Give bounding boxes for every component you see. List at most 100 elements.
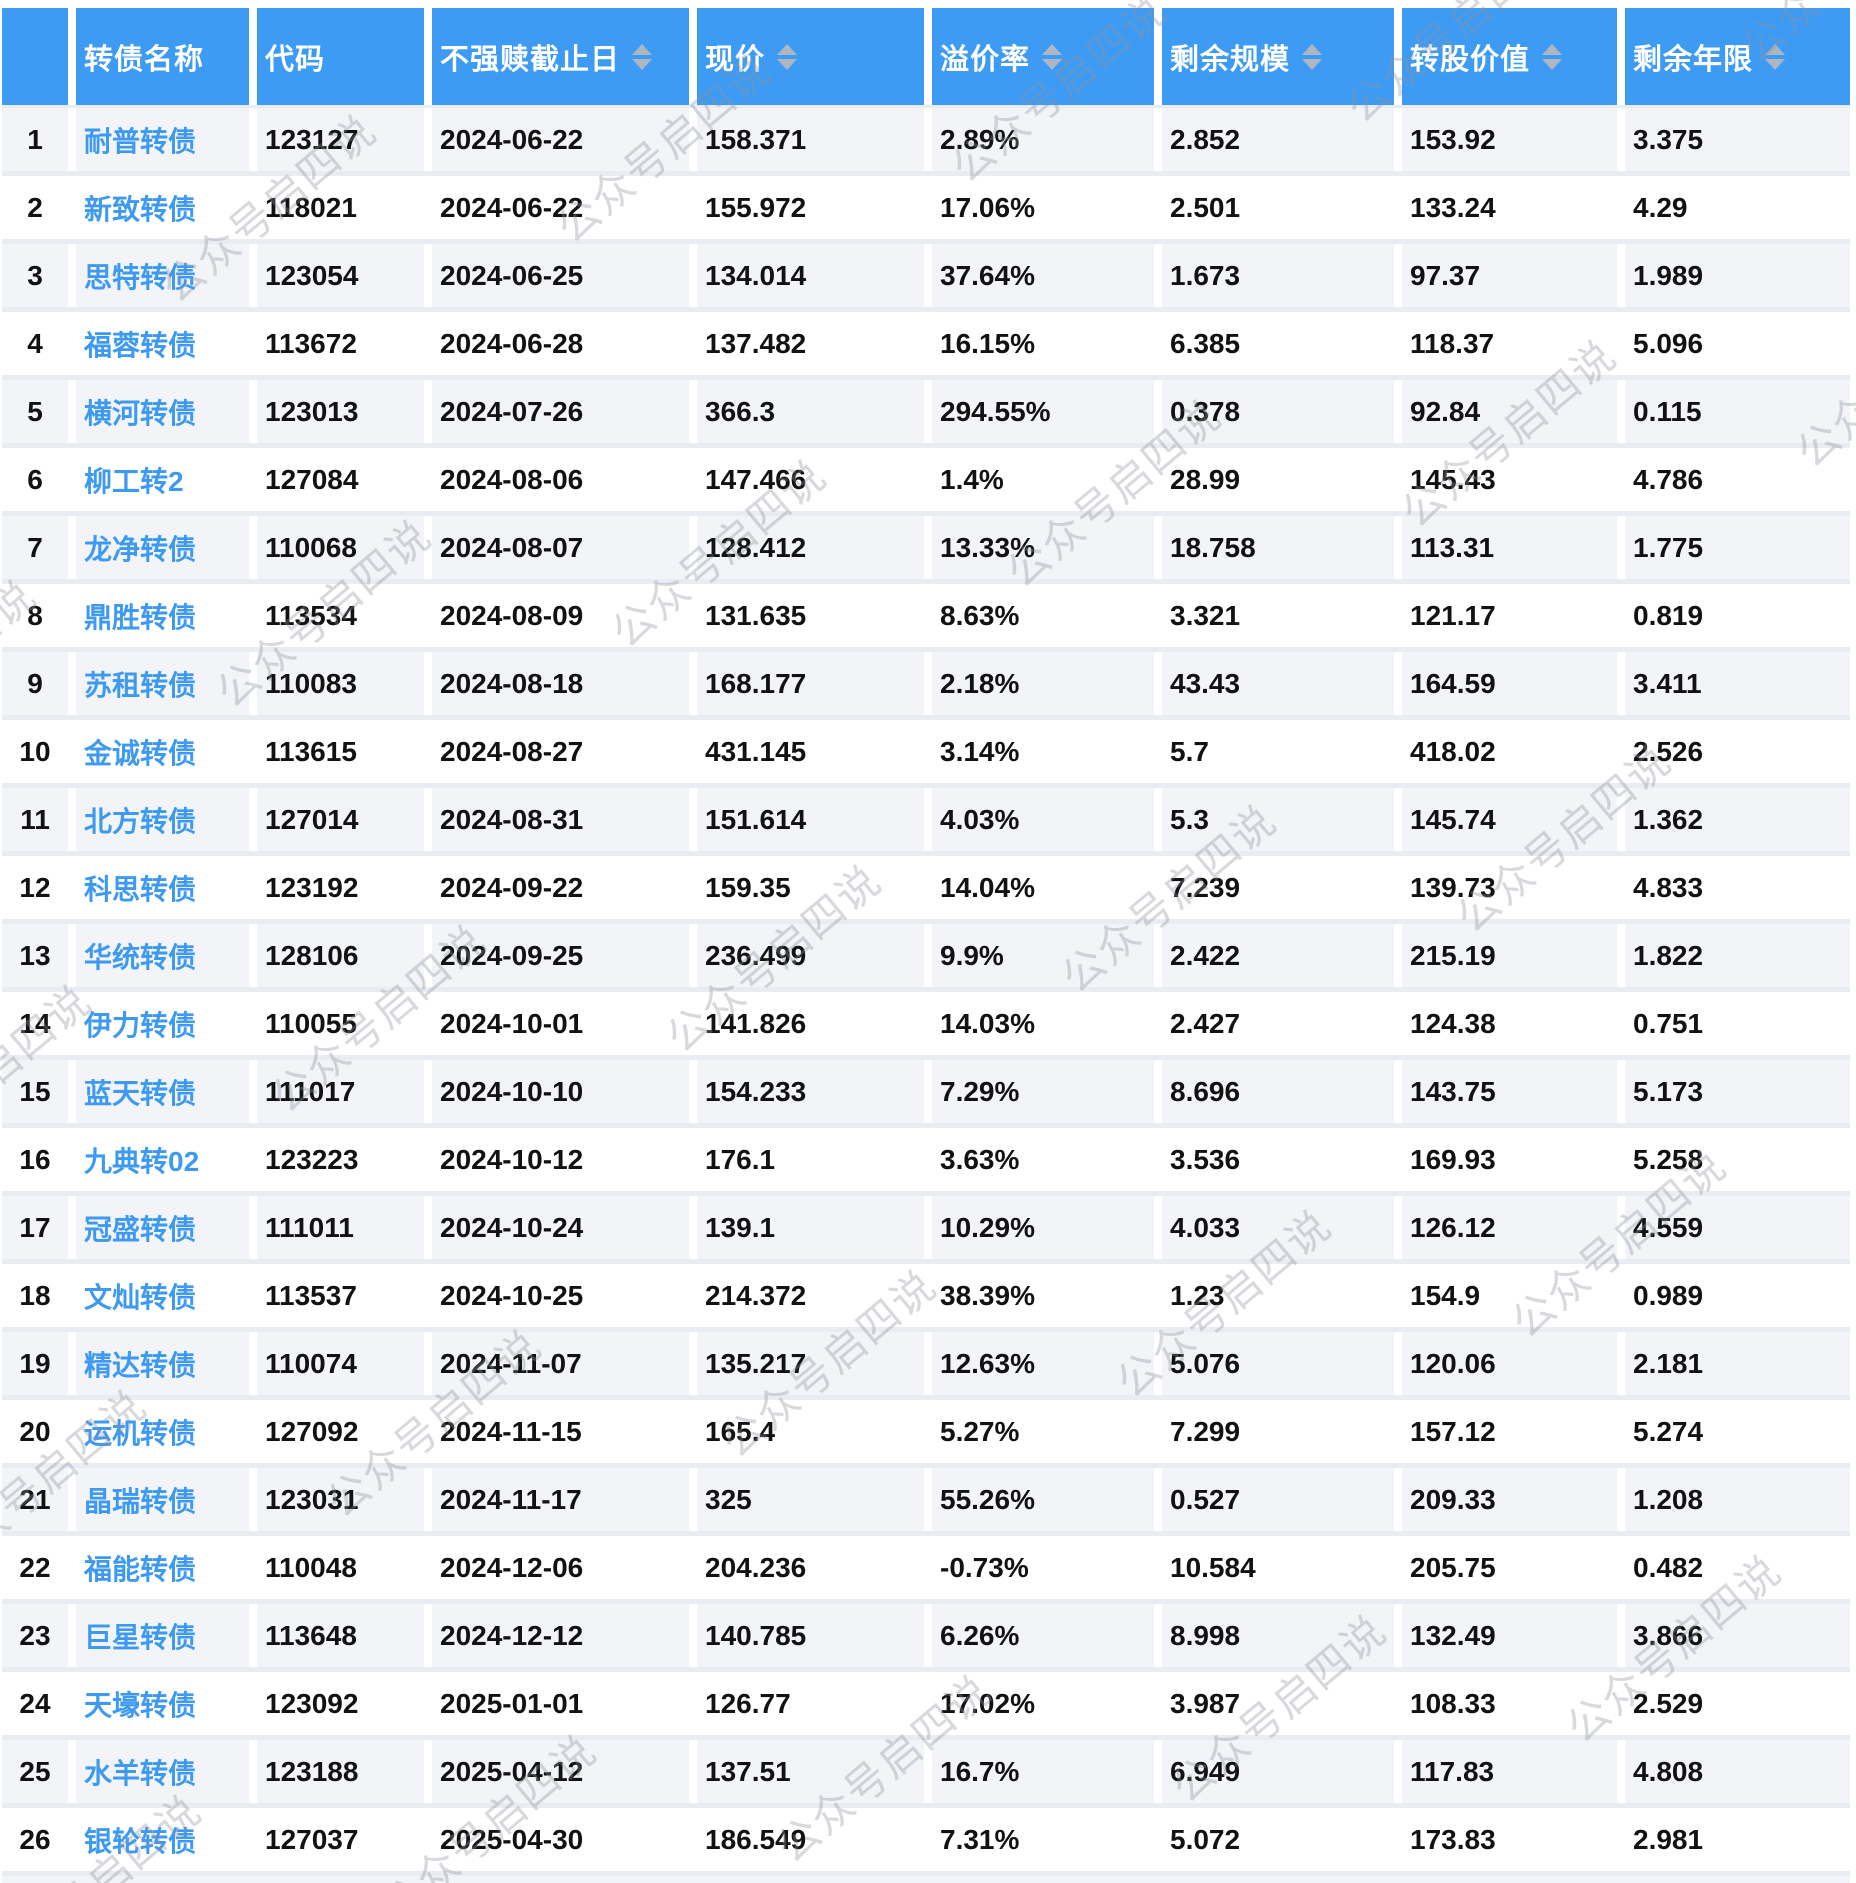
- cell-years: 5.274: [1625, 1400, 1850, 1463]
- bond-name-link[interactable]: 福蓉转债: [76, 312, 249, 375]
- bond-name-link[interactable]: 巨星转债: [76, 1604, 249, 1667]
- table-row: 3 思特转债 123054 2024-06-25 134.014 37.64% 1.673 9…: [2, 239, 1850, 307]
- bond-name-link[interactable]: 文灿转债: [76, 1264, 249, 1327]
- bond-name-link[interactable]: 科思转债: [76, 856, 249, 919]
- sort-icon[interactable]: [1042, 43, 1063, 70]
- bond-name-link[interactable]: 思特转债: [76, 244, 249, 307]
- table-row: 12 科思转债 123192 2024-09-22 159.35 14.04% 7.239 1…: [2, 851, 1850, 919]
- cell-date: 2024-09-22: [432, 856, 689, 919]
- cell-years: 4.559: [1625, 1196, 1850, 1259]
- cell-row-number: 5: [2, 380, 68, 443]
- cell-row-number: 1: [2, 108, 68, 171]
- cell-date: 2024-10-12: [432, 1128, 689, 1191]
- cell-premium: 14.03%: [932, 992, 1154, 1055]
- cell-conv: 126.12: [1402, 1196, 1617, 1259]
- sort-icon[interactable]: [632, 43, 653, 70]
- table-row: 22 福能转债 110048 2024-12-06 204.236 -0.73% 10.58…: [2, 1531, 1850, 1599]
- bond-name-link[interactable]: 冠盛转债: [76, 1196, 249, 1259]
- cell-premium: 13.33%: [932, 516, 1154, 579]
- header-date[interactable]: 不强赎截止日: [432, 8, 689, 105]
- table-row: 10 金诚转债 113615 2024-08-27 431.145 3.14% 5.7 418…: [2, 715, 1850, 783]
- caret-up-icon: [1542, 43, 1563, 55]
- header-premium[interactable]: 溢价率: [932, 8, 1154, 105]
- bond-name-link[interactable]: 福能转债: [76, 1536, 249, 1599]
- table-body: 1 耐普转债 123127 2024-06-22 158.371 2.89% 2.852 15…: [2, 105, 1850, 1871]
- cell-remaining: 1.673: [1162, 244, 1394, 307]
- table-row: 25 水羊转债 123188 2025-04-12 137.51 16.7% 6.949 11…: [2, 1735, 1850, 1803]
- bond-name-link[interactable]: 精达转债: [76, 1332, 249, 1395]
- cell-date: 2024-06-28: [432, 312, 689, 375]
- bond-name-link[interactable]: 北方转债: [76, 788, 249, 851]
- cell-remaining: 5.7: [1162, 720, 1394, 783]
- cell-premium: 14.04%: [932, 856, 1154, 919]
- header-label: 代码: [265, 43, 326, 76]
- header-years[interactable]: 剩余年限: [1625, 8, 1850, 105]
- bond-name-link[interactable]: 龙净转债: [76, 516, 249, 579]
- bond-name-link[interactable]: 晶瑞转债: [76, 1468, 249, 1531]
- caret-down-icon: [1302, 58, 1323, 70]
- cell-remaining: 5.076: [1162, 1332, 1394, 1395]
- caret-up-icon: [1042, 43, 1063, 55]
- table-row: 24 天壕转债 123092 2025-01-01 126.77 17.02% 3.987 1…: [2, 1667, 1850, 1735]
- cell-years: 3.866: [1625, 1604, 1850, 1667]
- bond-name-link[interactable]: 鼎胜转债: [76, 584, 249, 647]
- table-row: 15 蓝天转债 111017 2024-10-10 154.233 7.29% 8.696 1…: [2, 1055, 1850, 1123]
- cell-code: 118021: [257, 176, 424, 239]
- cell-price: 165.4: [697, 1400, 924, 1463]
- bond-name-link[interactable]: 苏租转债: [76, 652, 249, 715]
- header-row-number: [2, 8, 68, 105]
- bond-name-link[interactable]: 新致转债: [76, 176, 249, 239]
- table-row: 2 新致转债 118021 2024-06-22 155.972 17.06% 2.501 1…: [2, 171, 1850, 239]
- sort-icon[interactable]: [777, 43, 798, 70]
- table-row: 6 柳工转2 127084 2024-08-06 147.466 1.4% 28.99 145…: [2, 443, 1850, 511]
- cell-code: 113537: [257, 1264, 424, 1327]
- cell-premium: 5.27%: [932, 1400, 1154, 1463]
- cell-code: 113648: [257, 1604, 424, 1667]
- cell-code: 111017: [257, 1060, 424, 1123]
- cell-conv: 154.9: [1402, 1264, 1617, 1327]
- caret-down-icon: [1765, 58, 1786, 70]
- cell-years: 2.529: [1625, 1672, 1850, 1735]
- cell-price: 214.372: [697, 1264, 924, 1327]
- cell-row-number: 23: [2, 1604, 68, 1667]
- header-remaining[interactable]: 剩余规模: [1162, 8, 1394, 105]
- sort-icon[interactable]: [1302, 43, 1323, 70]
- bond-name-link[interactable]: 伊力转债: [76, 992, 249, 1055]
- cell-premium: 4.03%: [932, 788, 1154, 851]
- bond-name-link[interactable]: 横河转债: [76, 380, 249, 443]
- cell-years: 0.115: [1625, 380, 1850, 443]
- cell-conv: 153.92: [1402, 108, 1617, 171]
- cell-conv: 164.59: [1402, 652, 1617, 715]
- cell-remaining: 6.385: [1162, 312, 1394, 375]
- header-price[interactable]: 现价: [697, 8, 924, 105]
- cell-premium: 12.63%: [932, 1332, 1154, 1395]
- table-row: 16 九典转02 123223 2024-10-12 176.1 3.63% 3.536 16…: [2, 1123, 1850, 1191]
- cell-years: 0.751: [1625, 992, 1850, 1055]
- cell-code: 111011: [257, 1196, 424, 1259]
- bond-name-link[interactable]: 水羊转债: [76, 1740, 249, 1803]
- header-label: 转股价值: [1410, 43, 1531, 76]
- cell-code: 127092: [257, 1400, 424, 1463]
- bond-name-link[interactable]: 柳工转2: [76, 448, 249, 511]
- sort-icon[interactable]: [1765, 43, 1786, 70]
- bond-name-link[interactable]: 九典转02: [76, 1128, 249, 1191]
- bond-name-link[interactable]: 银轮转债: [76, 1808, 249, 1871]
- bond-name-link[interactable]: 金诚转债: [76, 720, 249, 783]
- header-conv[interactable]: 转股价值: [1402, 8, 1617, 105]
- cell-price: 431.145: [697, 720, 924, 783]
- cell-date: 2024-11-15: [432, 1400, 689, 1463]
- bond-name-link[interactable]: 运机转债: [76, 1400, 249, 1463]
- header-label: 剩余年限: [1633, 43, 1754, 76]
- bond-name-link[interactable]: 蓝天转债: [76, 1060, 249, 1123]
- cell-date: 2024-11-07: [432, 1332, 689, 1395]
- cell-premium: 294.55%: [932, 380, 1154, 443]
- cell-years: 0.819: [1625, 584, 1850, 647]
- cell-premium: 1.4%: [932, 448, 1154, 511]
- cell-code: 113615: [257, 720, 424, 783]
- bond-name-link[interactable]: 天壕转债: [76, 1672, 249, 1735]
- bond-name-link[interactable]: 耐普转债: [76, 108, 249, 171]
- sort-icon[interactable]: [1542, 43, 1563, 70]
- cell-code: 123188: [257, 1740, 424, 1803]
- bond-name-link[interactable]: 华统转债: [76, 924, 249, 987]
- caret-down-icon: [1042, 58, 1063, 70]
